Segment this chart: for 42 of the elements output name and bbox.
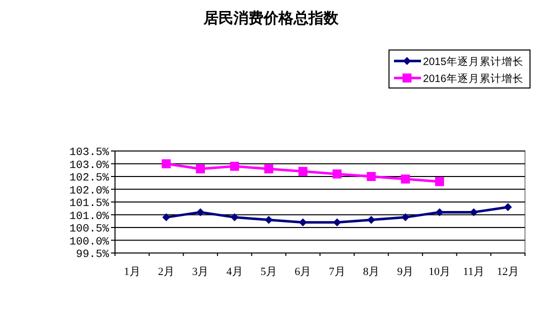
y-tick-label: 102.0% (69, 185, 110, 198)
point (400, 174, 410, 184)
y-tick-label: 100.5% (69, 224, 110, 236)
x-tick-label: 12月 (496, 266, 519, 278)
legend-label: 2016年逐月累计增长 (423, 72, 524, 85)
y-tick-label: 103.0% (69, 160, 110, 172)
x-tick-label: 3月 (192, 266, 209, 278)
point (230, 213, 239, 222)
point (435, 177, 444, 186)
point (332, 169, 342, 178)
point (367, 216, 376, 224)
point (366, 172, 376, 181)
y-tick-label: 101.0% (69, 210, 110, 223)
y-tick-label: 102.5% (69, 172, 110, 184)
y-tick-label: 99.5% (76, 249, 110, 261)
point (196, 164, 205, 174)
x-tick-label: 10月 (428, 266, 451, 278)
legend-label: 2015年逐月累计增长 (423, 55, 524, 68)
point (504, 203, 512, 212)
point (264, 164, 274, 174)
x-tick-label: 1月 (124, 266, 140, 278)
point (162, 159, 171, 168)
x-tick-label: 7月 (328, 266, 346, 278)
point (401, 213, 410, 222)
x-tick-label: 4月 (226, 266, 243, 278)
chart-title: 居民消费价格总指数 (202, 10, 340, 27)
point (298, 218, 307, 226)
point (230, 162, 240, 171)
y-tick-label: 103.5% (69, 147, 110, 159)
x-tick-label: 8月 (363, 266, 380, 278)
x-tick-label: 5月 (260, 266, 277, 278)
x-tick-label: 11月 (462, 266, 485, 278)
y-tick-label: 101.5% (69, 198, 110, 210)
point (298, 166, 308, 176)
point (333, 218, 342, 226)
x-tick-label: 9月 (397, 266, 414, 278)
point (196, 208, 204, 216)
point (162, 213, 170, 222)
x-tick-label: 2月 (158, 266, 174, 278)
x-tick-label: 6月 (294, 266, 312, 278)
y-tick-label: 100.0% (69, 236, 110, 248)
point (264, 216, 273, 224)
